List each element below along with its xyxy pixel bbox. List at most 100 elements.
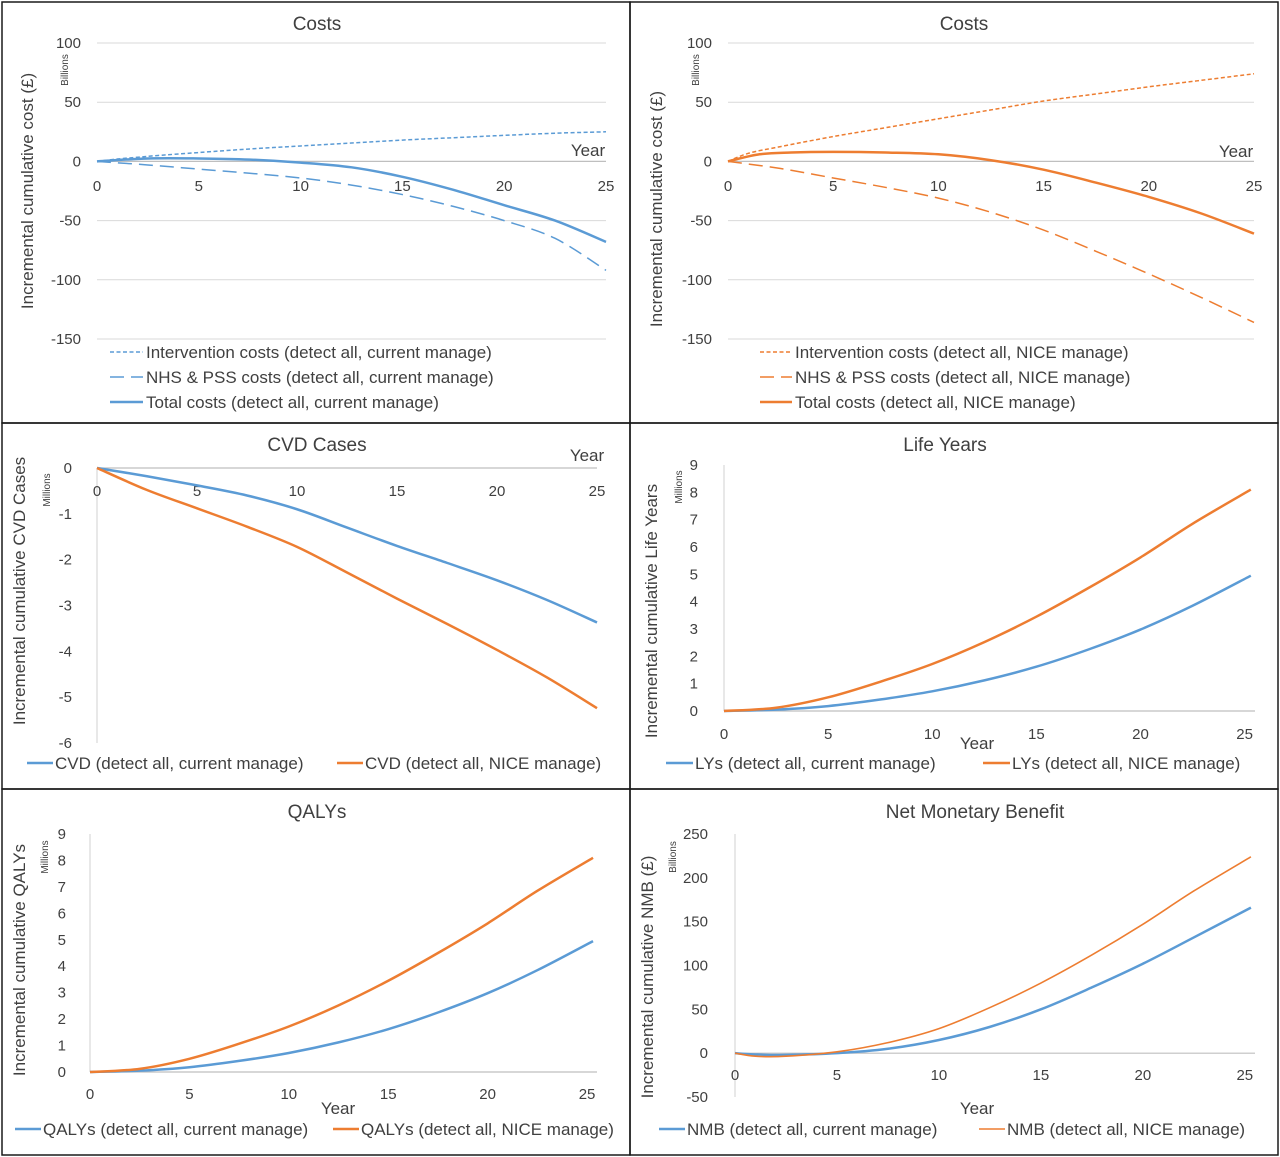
y-tick-label: 8 [690,484,698,501]
x-tick-label: 25 [1236,1067,1253,1084]
panel-border [629,788,1279,1156]
x-tick-label: 20 [496,178,513,195]
y-tick-label: 50 [695,94,712,111]
legend: QALYs (detect all, current manage) QALYs … [15,1120,614,1139]
series-line-1 [723,574,1252,713]
y-tick-label: 0 [700,1045,708,1062]
x-tick-label: 10 [931,1067,948,1084]
legend-entry: Intervention costs (detect all, current … [146,343,492,362]
x-tick-label: 15 [380,1086,397,1103]
y-tick-label: -3 [59,598,72,615]
legend-entry: LYs (detect all, NICE manage) [1012,754,1240,773]
y-tick-label: 7 [58,879,66,896]
x-axis-label: Year [1219,142,1254,161]
legend: Intervention costs (detect all, NICE man… [760,343,1130,412]
x-tick-label: 0 [93,178,101,195]
y-tick-label: -150 [51,331,81,348]
y-tick-label: 3 [58,985,66,1002]
x-tick-label: 20 [1140,178,1157,195]
chart-panel-4: 0 1 2 3 4 5 6 7 8 9 0 5 10 15 20 25 Life Years Year Increm… [629,422,1279,790]
y-tick-label: 200 [683,870,708,887]
series-line-1 [96,466,598,624]
series-line-2 [96,466,598,710]
y-tick-label: -2 [59,552,72,569]
y-axis-units: Billions [668,841,679,873]
x-tick-label: 25 [598,178,615,195]
chart-title: Life Years [903,435,986,456]
x-tick-label: 5 [824,726,832,743]
x-tick-label: 20 [1134,1067,1151,1084]
y-tick-label: 9 [690,457,698,474]
x-tick-label: 5 [193,483,201,500]
y-tick-label: 0 [64,460,72,477]
x-tick-label: 10 [292,178,309,195]
y-tick-label: -5 [59,689,72,706]
y-tick-label: 9 [58,826,66,843]
series-line-3 [96,156,607,244]
y-tick-label: 7 [690,512,698,529]
y-tick-label: 0 [73,153,81,170]
y-axis-units: Millions [674,470,685,503]
x-tick-label: 5 [829,178,837,195]
x-tick-label: 0 [731,1067,739,1084]
x-tick-label: 15 [1035,178,1052,195]
y-tick-label: 5 [58,932,66,949]
legend: Intervention costs (detect all, current … [110,343,494,412]
x-tick-label: 15 [394,178,411,195]
y-tick-label: 6 [690,539,698,556]
y-axis-units: Millions [42,473,53,506]
y-axis-units: Millions [40,840,51,873]
legend-entry: NMB (detect all, NICE manage) [1007,1120,1245,1139]
y-tick-label: 100 [56,35,81,52]
y-tick-label: -100 [51,272,81,289]
y-axis-label: Incremental cumulative cost (£) [647,91,666,327]
x-tick-label: 5 [185,1086,193,1103]
series-line-2 [727,160,1255,324]
series-line-3 [727,150,1255,235]
y-tick-label: -50 [686,1089,708,1106]
y-tick-label: -100 [682,272,712,289]
y-axis-label: Incremental cumulative QALYs [10,844,29,1076]
chart-title: QALYs [288,802,347,823]
y-tick-label: 0 [58,1064,66,1081]
x-tick-label: 5 [195,178,203,195]
legend-entry: NHS & PSS costs (detect all, NICE manage… [795,368,1130,387]
y-tick-label: 150 [683,914,708,931]
x-tick-label: 10 [924,726,941,743]
x-tick-label: 0 [86,1086,94,1103]
y-tick-label: 6 [58,905,66,922]
x-tick-label: 10 [289,483,306,500]
legend-entry: Intervention costs (detect all, NICE man… [795,343,1129,362]
legend-entry: CVD (detect all, NICE manage) [365,754,601,773]
x-tick-label: 25 [1236,726,1253,743]
x-tick-label: 20 [489,483,506,500]
y-tick-label: 100 [683,958,708,975]
y-tick-label: -1 [59,506,72,523]
chart-panel-1: -150 -100 -50 0 50 100 0 5 10 15 20 25 Costs Year Incr… [1,1,631,424]
y-tick-label: 2 [58,1011,66,1028]
x-tick-label: 10 [930,178,947,195]
x-axis-label: Year [960,1099,995,1118]
y-tick-label: 3 [690,621,698,638]
y-axis-label: Incremental cumulative Life Years [642,484,661,738]
legend-entry: CVD (detect all, current manage) [55,754,304,773]
y-tick-label: -150 [682,331,712,348]
y-tick-label: 250 [683,826,708,843]
legend-entry: QALYs (detect all, current manage) [43,1120,308,1139]
y-axis-units: Billions [691,54,702,86]
x-tick-label: 20 [479,1086,496,1103]
legend-entry: LYs (detect all, current manage) [695,754,936,773]
series-line-2 [96,160,607,271]
y-axis-label: Incremental cumulative cost (£) [18,73,37,309]
x-tick-label: 25 [579,1086,596,1103]
x-tick-label: 5 [833,1067,841,1084]
chart-panel-2: -150 -100 -50 0 50 100 0 5 10 15 20 25 Costs Year Incr… [629,1,1279,424]
legend-entry: NMB (detect all, current manage) [687,1120,937,1139]
chart-panel-6: -50 0 50 100 150 200 250 0 5 10 15 20 25 Net Monetary… [629,788,1279,1156]
y-tick-label: 5 [690,566,698,583]
chart-title: CVD Cases [267,435,366,456]
y-axis-label: Incremental cumulative CVD Cases [10,457,29,725]
chart-title: Costs [940,14,989,35]
y-tick-label: -4 [59,643,72,660]
